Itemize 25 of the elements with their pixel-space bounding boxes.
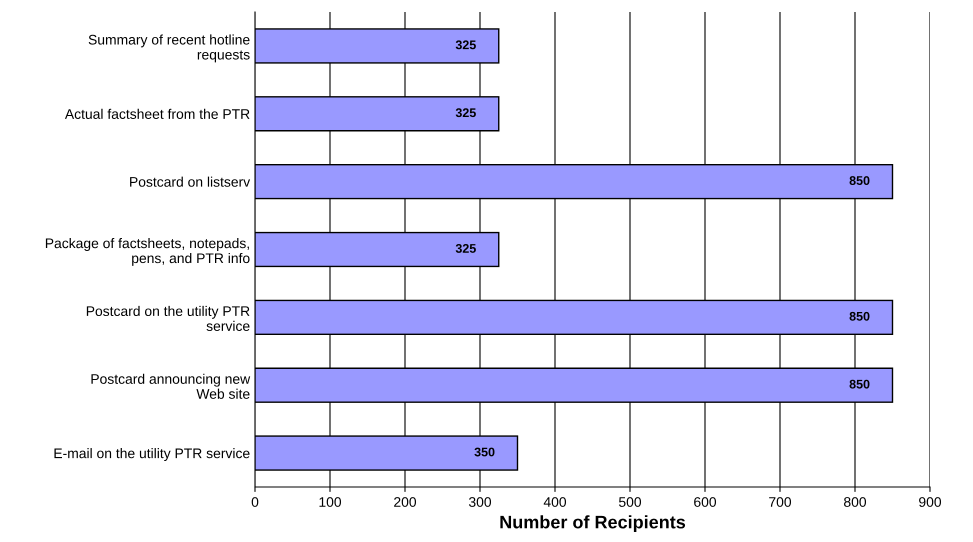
data-label: 325 (456, 244, 476, 253)
x-tick-label: 800 (844, 497, 866, 507)
data-label: 325 (456, 108, 476, 118)
data-label: 325 (456, 40, 476, 50)
x-tick-label: 0 (252, 497, 258, 507)
data-label: 850 (850, 380, 870, 389)
x-tick-label: 600 (694, 497, 716, 507)
data-label: 350 (474, 448, 494, 456)
x-tick-label: 400 (544, 497, 566, 507)
x-tick-label: 900 (919, 497, 942, 507)
y-tick-label: Package of factsheets, notepads, pens, and PTR info (46, 238, 250, 266)
x-tick-label: 300 (468, 497, 492, 507)
x-tick-label: 700 (769, 497, 792, 507)
x-tick-label: 200 (394, 497, 416, 507)
y-tick-label: Summary of recent hotline requests (88, 34, 250, 62)
x-axis-title: Number of Recipients (500, 515, 686, 532)
y-tick-label: Postcard announcing new Web site (91, 374, 250, 399)
x-tick-label: 100 (319, 497, 342, 507)
y-tick-label: Actual factsheet from the PTR (64, 108, 250, 119)
y-tick-label: Postcard on the utility PTR service (86, 306, 250, 332)
y-tick-label: E-mail on the utility PTR service (54, 448, 250, 461)
data-label: 850 (850, 312, 870, 321)
y-tick-label: Postcard on listserv (130, 176, 250, 187)
data-label: 850 (850, 176, 870, 185)
x-tick-label: 500 (618, 497, 642, 507)
